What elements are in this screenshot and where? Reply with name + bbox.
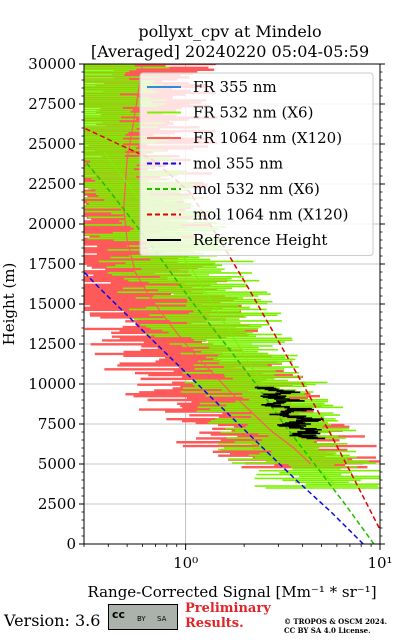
series-line (123, 64, 312, 465)
chart-title-line1: pollyxt_cpv at Mindelo (138, 22, 322, 41)
preliminary-line2: Results. (185, 616, 244, 631)
y-tick-label: 10000 (28, 375, 76, 393)
series-mol-line (84, 271, 364, 544)
y-tick-label: 2500 (38, 495, 76, 513)
y-tick-label: 17500 (28, 255, 76, 273)
chart-title-line2: [Averaged] 20240220 05:04-05:59 (90, 42, 370, 61)
legend-label: mol 1064 nm (X120) (193, 206, 348, 224)
y-tick-label: 7500 (38, 415, 76, 433)
version-label: Version: 3.6 (4, 611, 101, 630)
y-tick-label: 22500 (28, 175, 76, 193)
y-tick-label: 12500 (28, 335, 76, 353)
preliminary-note: Preliminary Results. (185, 601, 271, 631)
series-mol-line (84, 127, 380, 529)
legend-label: mol 355 nm (193, 155, 283, 173)
y-tick-label: 30000 (28, 55, 76, 73)
copyright-line1: © TROPOS & OSCM 2024. (284, 617, 388, 626)
legend-label: Reference Height (193, 231, 327, 249)
y-tick-label: 15000 (28, 295, 76, 313)
copyright-note: © TROPOS & OSCM 2024. CC BY SA 4.0 Licen… (284, 617, 387, 635)
legend-label: FR 532 nm (X6) (193, 104, 313, 122)
legend-label: mol 532 nm (X6) (193, 180, 320, 198)
legend-box (139, 72, 374, 256)
license-badge: cc BY SA (108, 604, 178, 630)
series-reference-height (254, 386, 326, 440)
preliminary-line1: Preliminary (185, 601, 271, 616)
y-tick-label: 0 (66, 535, 76, 553)
legend-label: FR 355 nm (193, 78, 277, 96)
x-tick-label: 10⁰ (173, 554, 198, 572)
y-tick-label: 27500 (28, 95, 76, 113)
cc-icon: cc (112, 608, 126, 621)
y-tick-label: 25000 (28, 135, 76, 153)
x-axis-label: Range-Corrected Signal [Mm⁻¹ * sr⁻¹] (87, 583, 376, 601)
y-tick-label: 5000 (38, 455, 76, 473)
y-axis-label: Height (m) (0, 263, 18, 346)
sa-icon: SA (157, 615, 167, 623)
y-tick-label: 20000 (28, 215, 76, 233)
by-icon: BY (137, 615, 146, 623)
x-tick-label: 10¹ (367, 554, 392, 572)
copyright-line2: CC BY SA 4.0 License. (284, 626, 371, 635)
series-mol-line (84, 159, 375, 544)
legend-label: FR 1064 nm (X120) (193, 129, 342, 147)
